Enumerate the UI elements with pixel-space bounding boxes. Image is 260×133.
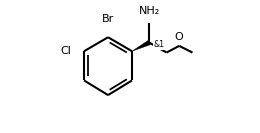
Polygon shape [132, 40, 150, 51]
Text: Cl: Cl [61, 46, 72, 56]
Text: O: O [175, 32, 184, 42]
Text: Br: Br [102, 14, 114, 24]
Text: &1: &1 [153, 40, 164, 49]
Text: NH₂: NH₂ [139, 6, 160, 16]
